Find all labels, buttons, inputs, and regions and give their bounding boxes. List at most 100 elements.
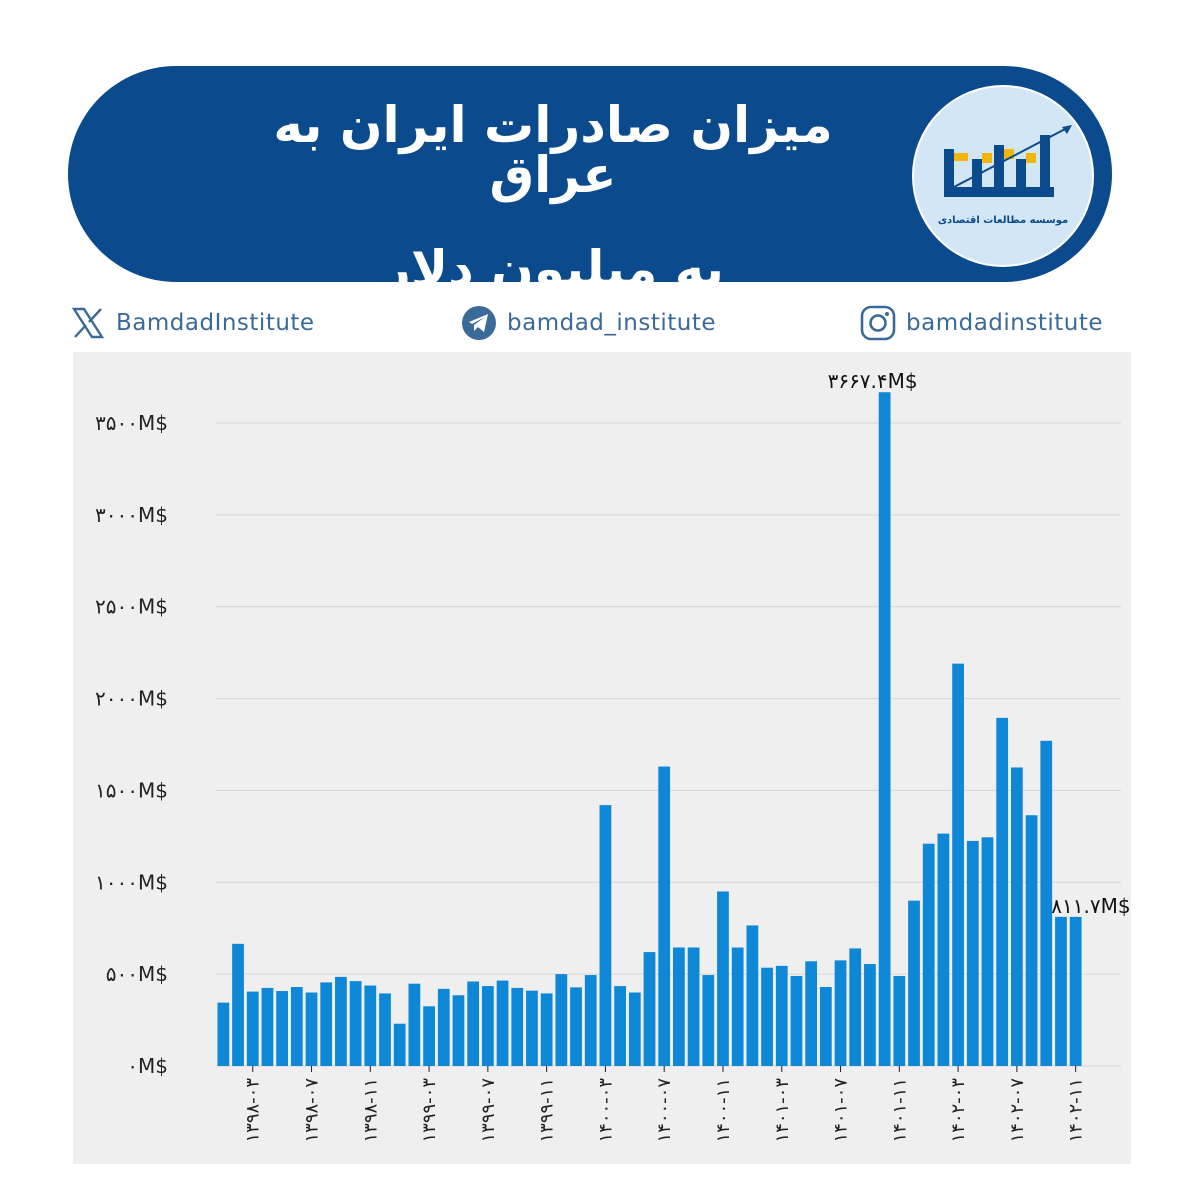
y-axis-ticks: ۰M$ ۵۰۰M$ ۱۰۰۰M$ ۱۵۰۰M$ ۲۰۰۰M$ ۲۵۰۰M$ ۳۰۰۰M$ ۳۵… — [95, 411, 168, 1078]
y-tick-label: ۰M$ — [127, 1054, 168, 1078]
instagram-handle[interactable]: bamdadinstitute — [860, 304, 1103, 342]
bar — [232, 943, 244, 1066]
bar — [467, 981, 480, 1066]
bar — [511, 987, 524, 1066]
bar — [1010, 767, 1023, 1066]
logo-caption: موسسه مطالعات اقتصادی — [937, 215, 1069, 226]
bar — [452, 995, 465, 1066]
bar — [335, 976, 347, 1066]
x-tick-label: ۱۴۰۲-۰۳ — [948, 1078, 969, 1143]
title-line-2: به میلیون دلار — [382, 240, 724, 298]
title-line-1: میزان صادرات ایران به عراق — [273, 96, 833, 204]
bar — [349, 981, 362, 1066]
bar — [570, 987, 582, 1066]
bar — [496, 980, 509, 1066]
x-tick-label: ۱۳۹۸-۱۱ — [360, 1078, 381, 1143]
bar — [673, 947, 685, 1066]
bar — [908, 900, 920, 1066]
bar — [320, 982, 333, 1066]
telegram-handle-text: bamdad_institute — [507, 310, 717, 336]
y-tick-label: ۳۵۰۰M$ — [95, 411, 168, 435]
x-tick-label: ۱۴۰۰-۰۷ — [654, 1078, 675, 1143]
bar — [761, 967, 773, 1066]
bar — [1040, 740, 1053, 1066]
y-tick-label: ۲۰۰۰M$ — [95, 687, 168, 711]
chart-title: میزان صادرات ایران به عراق به میلیون دلا… — [213, 100, 893, 294]
bar — [643, 952, 656, 1066]
x-tick-label: ۱۴۰۲-۰۷ — [1007, 1078, 1028, 1143]
bar — [481, 986, 494, 1066]
bar — [834, 960, 847, 1066]
bar — [217, 1002, 230, 1066]
annotations: ۳۶۶۷.۴M$ ۸۱۱.۷M$ — [828, 369, 1131, 918]
bar — [599, 805, 612, 1066]
bar — [1055, 916, 1067, 1066]
bar — [805, 961, 818, 1066]
x-tick-label: ۱۳۹۸-۰۷ — [302, 1078, 323, 1143]
x-logo-icon — [71, 307, 105, 339]
y-tick-label: ۳۰۰۰M$ — [95, 503, 168, 527]
bar — [526, 990, 538, 1066]
bar — [731, 947, 744, 1066]
x-tick-label: ۱۳۹۸-۰۳ — [243, 1078, 264, 1143]
bar — [584, 975, 597, 1066]
bar — [952, 663, 964, 1066]
bar — [937, 833, 950, 1066]
bar-chart: ۰M$ ۵۰۰M$ ۱۰۰۰M$ ۱۵۰۰M$ ۲۰۰۰M$ ۲۵۰۰M$ ۳۰۰۰M$ ۳۵… — [95, 369, 1131, 1143]
x-tick-label: ۱۴۰۲-۱۱ — [1066, 1078, 1087, 1143]
telegram-icon — [462, 306, 496, 340]
y-tick-label: ۱۵۰۰M$ — [95, 778, 168, 802]
bar — [290, 987, 303, 1066]
bamdad-logo: موسسه مطالعات اقتصادی — [912, 85, 1094, 267]
bar — [893, 975, 906, 1066]
bar — [775, 965, 788, 1066]
data-label: ۸۱۱.۷M$ — [1051, 894, 1130, 918]
bars — [217, 392, 1082, 1066]
x-tick-label: ۱۳۹۹-۰۷ — [478, 1078, 499, 1143]
telegram-handle[interactable]: bamdad_institute — [461, 304, 716, 342]
logo-mark-icon — [944, 125, 1072, 197]
bar — [864, 964, 876, 1066]
bar — [746, 925, 759, 1066]
bar — [408, 983, 421, 1066]
x-tick-label: ۱۳۹۹-۱۱ — [537, 1078, 558, 1143]
bar — [966, 840, 979, 1066]
bar — [555, 974, 568, 1066]
bar — [305, 992, 318, 1066]
x-handle-text: BamdadInstitute — [116, 310, 315, 336]
bar — [922, 843, 935, 1066]
chart-area: ۰M$ ۵۰۰M$ ۱۰۰۰M$ ۱۵۰۰M$ ۲۰۰۰M$ ۲۵۰۰M$ ۳۰۰۰M$ ۳۵… — [73, 352, 1131, 1164]
x-axis-ticks: ۱۳۹۸-۰۳ ۱۳۹۸-۰۷ ۱۳۹۸-۱۱ ۱۳۹۹-۰۳ ۱۳۹۹-۰۷ ۱۳۹۹-… — [243, 1066, 1087, 1143]
bar — [1069, 916, 1082, 1066]
bar — [819, 987, 832, 1066]
bar — [437, 988, 450, 1066]
y-tick-label: ۲۵۰۰M$ — [95, 595, 168, 619]
instagram-handle-text: bamdadinstitute — [906, 310, 1104, 336]
bar — [981, 837, 994, 1066]
bar — [393, 1023, 406, 1066]
x-tick-label: ۱۴۰۰-۱۱ — [713, 1078, 734, 1143]
bar — [790, 975, 803, 1066]
bar — [996, 717, 1009, 1066]
bar — [540, 993, 553, 1066]
data-label: ۳۶۶۷.۴M$ — [828, 369, 918, 393]
bar — [261, 987, 274, 1066]
instagram-icon — [860, 305, 896, 341]
x-tick-label: ۱۴۰۰-۰۳ — [595, 1078, 616, 1143]
bar — [717, 891, 729, 1066]
y-tick-label: ۱۰۰۰M$ — [95, 870, 168, 894]
bar — [658, 766, 671, 1066]
bar — [423, 1006, 435, 1066]
bar — [687, 947, 700, 1066]
y-tick-label: ۵۰۰M$ — [106, 962, 168, 986]
bar — [246, 991, 259, 1066]
bar — [878, 392, 891, 1066]
x-tick-label: ۱۳۹۹-۰۳ — [419, 1078, 440, 1143]
bar — [1025, 815, 1038, 1066]
bar — [614, 986, 626, 1066]
bar — [849, 948, 862, 1066]
x-tick-label: ۱۴۰۱-۱۱ — [889, 1078, 910, 1143]
bar — [276, 991, 289, 1066]
x-handle[interactable]: BamdadInstitute — [70, 304, 315, 342]
bar — [628, 992, 641, 1066]
